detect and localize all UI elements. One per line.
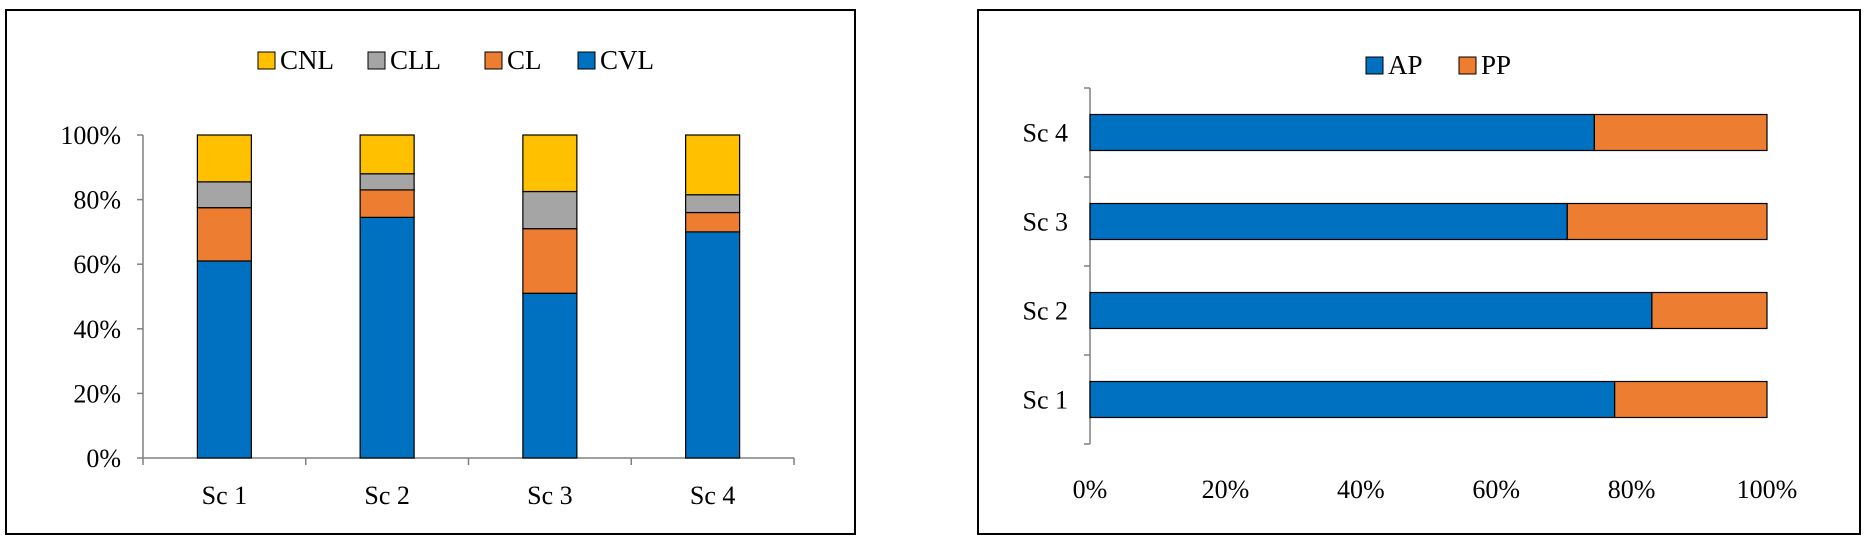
chart-2-legend: AP PP [1365,50,1511,80]
bar-cnl-sc-2 [359,134,415,175]
y-tick-label: Sc 1 [1023,386,1069,415]
chart-1-x-tick-labels: Sc 1 Sc 2 Sc 3 Sc 4 [202,481,736,510]
bar-cll-sc-4 [685,194,741,214]
y-tick-label: 60% [73,250,121,279]
bar-cvl-sc-3 [522,292,578,459]
bar-cll-sc-3 [522,190,578,230]
bar-cnl-sc-3 [522,134,578,193]
legend-label-cll: CLL [390,45,441,75]
bar-cll-sc-1 [196,181,252,209]
bar-ap-sc-1 [1089,380,1616,419]
x-tick-label: 0% [1073,475,1108,504]
legend-swatch-cnl [257,51,276,70]
y-tick-label: 20% [73,379,121,408]
bar-ap-sc-2 [1089,291,1653,330]
y-tick-label: 80% [73,186,121,215]
bar-cl-sc-1 [196,207,252,262]
x-tick-label: Sc 2 [364,481,410,510]
x-tick-label: Sc 1 [202,481,248,510]
bar-cvl-sc-2 [359,216,415,459]
bar-cl-sc-3 [522,228,578,294]
legend-label-cnl: CNL [280,45,334,75]
x-tick-label: 60% [1472,475,1520,504]
chart-1-legend: CNL CLL CL CVL [257,45,654,75]
chart-1-bars [196,134,741,459]
x-tick-label: 100% [1737,475,1798,504]
legend-swatch-cvl [577,51,596,70]
legend-label-cvl: CVL [600,45,654,75]
y-tick-label: Sc 3 [1023,208,1069,237]
bar-cvl-sc-4 [685,231,741,459]
chart-2-frame [977,9,1861,535]
x-tick-label: 80% [1608,475,1656,504]
bar-cvl-sc-1 [196,260,252,459]
legend-label-cl: CL [507,45,542,75]
bar-cnl-sc-4 [685,134,741,196]
bar-ap-sc-4 [1089,113,1595,152]
legend-label-pp: PP [1481,50,1511,80]
y-tick-label: 100% [60,121,121,150]
bar-pp-sc-3 [1566,202,1768,241]
x-tick-label: Sc 3 [527,481,573,510]
chart-1-y-tick-labels: 0% 20% 40% 60% 80% 100% [60,121,121,473]
chart-2-y-tick-labels: Sc 1 Sc 2 Sc 3 Sc 4 [1023,119,1069,415]
legend-swatch-ap [1365,56,1384,75]
bar-ap-sc-3 [1089,202,1568,241]
legend-label-ap: AP [1388,50,1423,80]
x-tick-label: Sc 4 [690,481,736,510]
bar-cnl-sc-1 [196,134,252,183]
y-tick-label: Sc 4 [1023,119,1069,148]
bar-cl-sc-2 [359,189,415,218]
bar-cll-sc-2 [359,173,415,191]
bar-pp-sc-1 [1614,380,1768,419]
x-tick-label: 20% [1202,475,1250,504]
bar-pp-sc-2 [1651,291,1768,330]
y-tick-label: 0% [86,444,121,473]
y-tick-label: Sc 2 [1023,297,1069,326]
x-tick-label: 40% [1337,475,1385,504]
chart-2-x-tick-labels: 0% 20% 40% 60% 80% 100% [1073,475,1798,504]
chart-2-bars [1089,113,1768,419]
legend-swatch-cll [367,51,386,70]
legend-swatch-cl [484,51,503,70]
bar-cl-sc-4 [685,211,741,233]
y-tick-label: 40% [73,315,121,344]
bar-pp-sc-4 [1593,113,1768,152]
legend-swatch-pp [1458,56,1477,75]
